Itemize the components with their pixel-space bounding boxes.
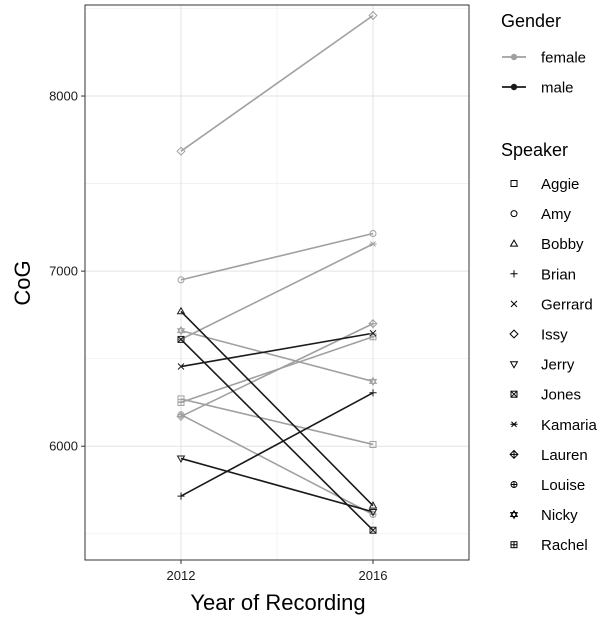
series-line-issy [180, 14, 374, 152]
series-line-rachel [180, 336, 374, 404]
gender-legend-item-female: female [502, 50, 586, 67]
data-point-jones-2012 [177, 335, 185, 343]
data-point-amy-2012 [177, 276, 185, 284]
speaker-legend-label: Amy [541, 206, 572, 223]
speaker-legend-item-jerry: Jerry [509, 357, 575, 374]
speaker-legend-label: Brian [541, 266, 576, 283]
legend-shape-square [510, 180, 518, 187]
speaker-legend-item-aggie: Aggie [510, 176, 579, 193]
speaker-legend-label: Lauren [541, 447, 588, 464]
speaker-legend-label: Bobby [541, 236, 584, 253]
speaker-legend-item-gerrard: Gerrard [510, 296, 593, 313]
data-point-lauren-2016 [368, 319, 378, 329]
data-point-amy-2016 [369, 229, 377, 237]
data-point-issy-2016 [368, 10, 378, 21]
speaker-legend-label: Nicky [541, 507, 578, 524]
series-line-nicky [180, 329, 374, 383]
speaker-legend-label: Jones [541, 387, 581, 404]
data-point-bobby-2012 [176, 306, 186, 315]
y-tick-label: 8000 [49, 89, 78, 104]
speaker-legend-item-louise: Louise [510, 477, 585, 494]
series-line-bobby [180, 310, 374, 507]
data-point-kamaria-2016 [369, 241, 377, 247]
data-point-nicky-2012 [176, 325, 186, 336]
series-lines [180, 14, 374, 531]
speaker-legend-item-jones: Jones [510, 387, 581, 404]
data-point-brian-2012 [177, 492, 185, 500]
speaker-legend-label: Kamaria [541, 417, 598, 434]
legend-shape-circle-plus [510, 481, 518, 488]
speaker-legend-label: Aggie [541, 176, 579, 193]
speaker-legend-item-rachel: Rachel [510, 537, 588, 554]
series-line-amy [180, 232, 374, 281]
grid [84, 5, 470, 560]
gender-legend-label: male [541, 80, 574, 97]
legend-shape-plus [510, 270, 518, 278]
data-point-gerrard-2012 [177, 363, 185, 370]
plot-panel-border [84, 4, 470, 561]
y-axis-title: CoG [10, 260, 35, 305]
data-point-jerry-2016 [368, 508, 378, 517]
data-point-rachel-2012 [177, 398, 185, 406]
speaker-legend: Aggie Amy Bobby Brian Gerrard Issy Jerry Jones K… [509, 176, 598, 554]
legend-point-swatch [510, 53, 518, 61]
data-point-aggie-2016 [369, 440, 377, 448]
x-tick-label: 2016 [359, 568, 388, 583]
gender-legend-label: female [541, 50, 586, 67]
data-point-louise-2012 [177, 411, 185, 419]
data-point-gerrard-2016 [369, 329, 377, 337]
series-line-kamaria [180, 243, 374, 341]
series-line-gerrard [180, 332, 374, 368]
data-point-jones-2016 [369, 526, 377, 534]
legend-shape-triangle-up [509, 239, 519, 247]
data-point-bobby-2016 [368, 501, 378, 509]
legend-point-swatch [510, 83, 518, 91]
data-point-issy-2012 [176, 146, 186, 156]
legend-shape-square-cross [510, 390, 518, 398]
legend-shape-star-of-david [509, 509, 519, 520]
speaker-legend-item-issy: Issy [509, 327, 568, 344]
legend-shape-diamond [509, 329, 519, 339]
speaker-legend-label: Issy [541, 327, 568, 344]
legend-shape-asterisk [510, 421, 518, 428]
data-point-brian-2016 [369, 389, 377, 397]
gender-legend-title: Gender [501, 11, 561, 31]
y-axis-ticks: 6000 7000 8000 [49, 89, 85, 454]
series-line-brian [180, 392, 374, 497]
speaker-legend-label: Rachel [541, 537, 588, 554]
speaker-legend-item-bobby: Bobby [509, 236, 584, 253]
x-axis-title: Year of Recording [190, 590, 365, 615]
speaker-legend-title: Speaker [501, 140, 568, 160]
x-tick-label: 2012 [167, 568, 196, 583]
legend-shape-square-plus [510, 541, 518, 549]
series-markers [176, 10, 378, 534]
legend-shape-cross [510, 300, 518, 308]
series-line-jerry [180, 457, 374, 513]
speaker-legend-item-amy: Amy [510, 206, 572, 223]
gender-legend: female male [502, 50, 586, 97]
speaker-legend-item-nicky: Nicky [509, 507, 578, 524]
data-point-nicky-2016 [368, 376, 378, 387]
y-tick-label: 7000 [49, 264, 78, 279]
gender-legend-item-male: male [502, 80, 574, 97]
speaker-legend-item-lauren: Lauren [509, 447, 588, 464]
x-axis-ticks: 2012 2016 [167, 560, 388, 583]
legend-shape-diamond-plus [509, 449, 519, 460]
speaker-legend-label: Gerrard [541, 296, 593, 313]
legend-shape-triangle-down [509, 361, 519, 369]
speaker-legend-item-brian: Brian [510, 266, 576, 283]
y-tick-label: 6000 [49, 439, 78, 454]
data-point-jerry-2012 [176, 455, 186, 464]
speaker-legend-item-kamaria: Kamaria [510, 417, 598, 434]
series-line-jones [180, 338, 374, 531]
speaker-legend-label: Jerry [541, 357, 575, 374]
speaker-legend-label: Louise [541, 477, 585, 494]
series-line-aggie [180, 398, 374, 446]
legend-shape-circle [510, 210, 518, 218]
